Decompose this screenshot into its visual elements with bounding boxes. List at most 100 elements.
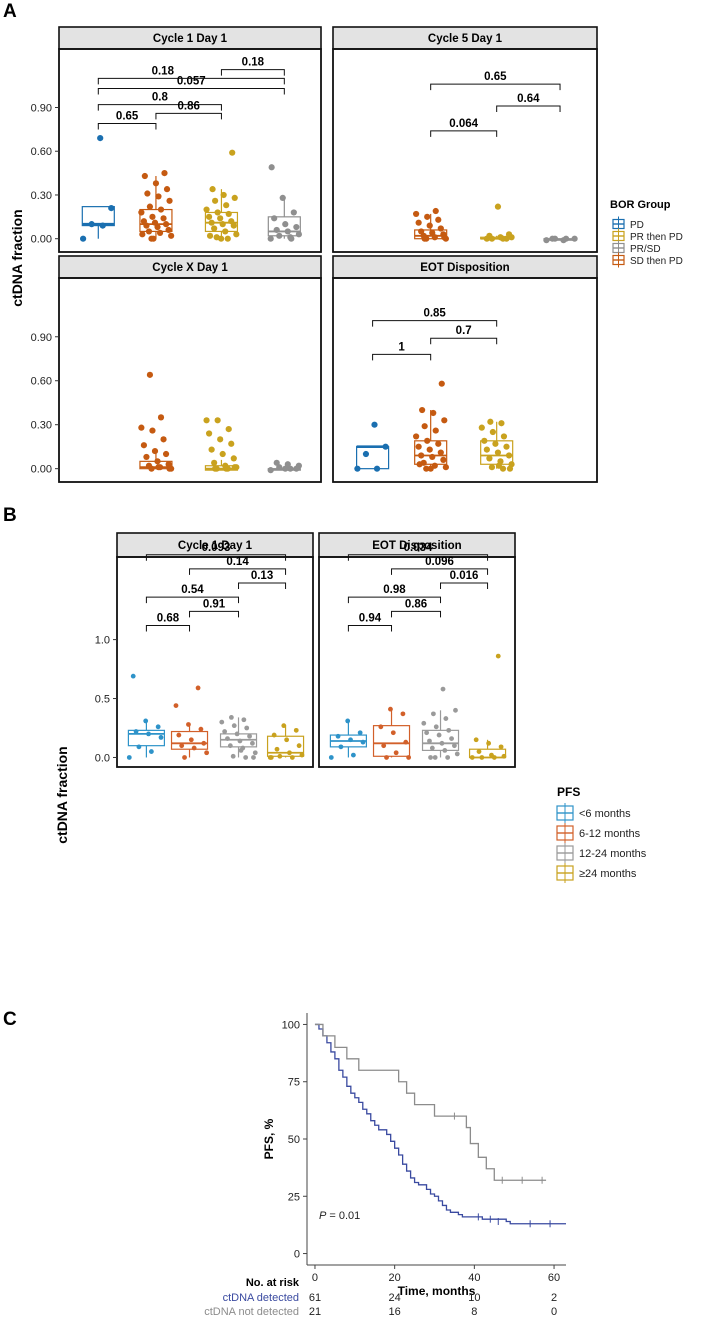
data-point — [146, 203, 154, 210]
significance-bracket — [145, 554, 287, 561]
data-point — [388, 706, 393, 712]
data-point — [282, 221, 289, 228]
significance-bracket — [347, 624, 393, 632]
data-point — [143, 453, 150, 461]
p-value-label: 0.057 — [177, 76, 206, 88]
p-value-label: 0.94 — [359, 612, 382, 624]
data-point — [218, 235, 225, 242]
data-point — [440, 456, 447, 463]
data-point — [279, 194, 286, 201]
data-point — [195, 685, 201, 691]
risk-table-title: No. at risk — [246, 1277, 300, 1289]
significance-bracket — [430, 130, 498, 137]
data-point — [424, 730, 430, 736]
significance-bracket — [97, 123, 157, 130]
p-value-label: 0.65 — [484, 71, 507, 83]
data-point — [214, 417, 221, 424]
data-point — [168, 232, 175, 239]
data-point — [166, 197, 173, 204]
p-value-label: 0.18 — [242, 57, 265, 69]
box — [266, 735, 305, 757]
data-point — [204, 750, 210, 756]
data-point — [231, 464, 238, 471]
data-point — [80, 235, 87, 242]
data-point — [429, 229, 436, 236]
plot-frame — [58, 48, 322, 253]
significance-bracket — [97, 104, 222, 111]
data-point — [335, 733, 341, 739]
data-point — [244, 725, 250, 731]
data-point — [136, 744, 142, 750]
data-point — [357, 730, 363, 736]
data-point — [99, 222, 106, 229]
data-point — [483, 235, 490, 242]
data-point — [273, 459, 280, 466]
x-tick-label: 0 — [312, 1272, 318, 1284]
data-point — [435, 216, 442, 223]
data-point — [88, 221, 95, 228]
data-point — [230, 455, 237, 462]
data-point — [476, 749, 482, 754]
data-point — [155, 193, 162, 200]
data-point — [282, 465, 289, 472]
legend-label: 6-12 months — [579, 828, 641, 840]
p-value-label: 0.034 — [404, 542, 433, 554]
facet-title: EOT Disposition — [372, 540, 461, 552]
data-point — [158, 735, 164, 740]
data-point — [415, 443, 422, 450]
data-point — [220, 191, 227, 199]
plot-frame — [58, 277, 322, 483]
data-point — [400, 711, 406, 717]
data-point — [495, 462, 502, 469]
data-point — [289, 755, 295, 760]
data-point — [446, 727, 452, 733]
legend-label: 12-24 months — [579, 848, 647, 860]
p-value-label: 0.86 — [405, 598, 427, 610]
data-point — [419, 406, 426, 414]
plot-frame — [116, 556, 314, 768]
y-tick-label: 0.00 — [31, 234, 52, 246]
data-point — [505, 452, 513, 459]
data-point — [277, 753, 283, 759]
data-point — [415, 219, 422, 226]
risk-count: 21 — [309, 1306, 321, 1318]
p-value-label: 0.54 — [181, 584, 204, 596]
x-tick-label: 40 — [468, 1272, 480, 1284]
data-point — [423, 465, 430, 472]
data-point — [378, 724, 384, 730]
data-point — [348, 737, 353, 743]
data-point — [492, 440, 499, 447]
data-point — [145, 462, 153, 469]
data-point — [160, 436, 167, 443]
panel-c-label: C — [3, 1009, 17, 1030]
p-value-label: 0.016 — [450, 570, 479, 582]
y-tick-label: 0.5 — [95, 694, 110, 706]
data-point — [151, 219, 159, 226]
data-point — [157, 206, 165, 213]
data-point — [406, 755, 412, 760]
data-point — [273, 226, 280, 234]
y-tick-label: 50 — [288, 1134, 300, 1146]
significance-bracket — [155, 112, 222, 120]
chart-a-cycle1: Cycle 1 Day 1 0.00 0.30 0.60 0.90 0.65 0.8 0.86… — [31, 26, 322, 253]
y-tick-label: 0.30 — [31, 420, 52, 432]
data-point — [268, 164, 275, 171]
data-point — [442, 747, 448, 753]
data-point — [560, 237, 567, 244]
p-symbol: P — [319, 1210, 327, 1222]
x-tick-label: 20 — [389, 1272, 401, 1284]
data-point — [478, 424, 485, 431]
legend-bor-title: BOR Group — [610, 199, 671, 211]
data-point — [437, 225, 444, 232]
data-point — [252, 750, 258, 756]
data-point — [203, 206, 210, 213]
risk-count: 8 — [471, 1306, 477, 1318]
data-point — [186, 722, 191, 727]
significance-bracket — [347, 554, 489, 561]
data-point — [299, 752, 305, 758]
data-point — [435, 440, 442, 447]
data-point — [441, 234, 448, 241]
y-tick-label: 100 — [282, 1019, 300, 1031]
data-point — [441, 417, 448, 424]
data-point — [160, 215, 167, 222]
